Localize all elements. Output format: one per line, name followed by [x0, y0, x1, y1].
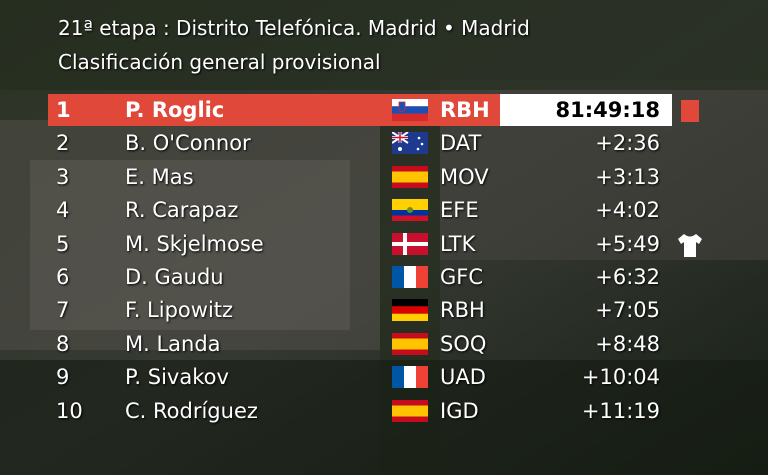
leader-marker [681, 100, 699, 122]
gap-time: +11:19 [581, 398, 660, 423]
team-code: RBH [440, 298, 485, 323]
team-code: GFC [440, 265, 484, 289]
gap-time: +2:36 [595, 131, 660, 156]
gap-time: 81:49:18 [555, 98, 660, 122]
classification-title: Clasificación general provisional [58, 50, 381, 74]
jersey-icon [678, 234, 702, 257]
gap-time: +7:05 [595, 298, 660, 323]
gap-time: +4:02 [595, 198, 660, 223]
rider-name: P. Roglic [125, 98, 225, 122]
gap-time: +6:32 [595, 265, 660, 289]
rank: 4 [56, 198, 70, 223]
gap-time: +5:49 [595, 231, 660, 256]
rank: 2 [56, 131, 70, 156]
rider-name: F. Lipowitz [125, 298, 234, 323]
leader-bar [48, 94, 500, 126]
rank: 10 [56, 398, 83, 423]
team-code: DAT [440, 131, 482, 156]
rider-name: C. Rodríguez [125, 398, 258, 423]
rider-name: P. Sivakov [125, 365, 229, 390]
team-code: RBH [440, 98, 490, 122]
country-flag [392, 266, 428, 288]
rank: 7 [56, 298, 70, 323]
gap-time: +8:48 [595, 331, 660, 356]
stage-title: 21ª etapa : Distrito Telefónica. Madrid … [58, 16, 530, 40]
country-flag [392, 366, 428, 389]
team-code: EFE [440, 198, 479, 223]
rank: 5 [56, 231, 70, 256]
team-code: UAD [440, 365, 486, 390]
rider-name: M. Landa [125, 331, 221, 356]
country-flag [392, 299, 428, 322]
team-code: MOV [440, 164, 489, 189]
rank: 3 [56, 164, 70, 189]
country-flag [392, 199, 428, 222]
team-code: LTK [440, 231, 476, 256]
leader-time-box [500, 94, 672, 126]
rank: 1 [56, 98, 71, 122]
country-flag [392, 165, 428, 188]
team-code: SOQ [440, 331, 487, 356]
rider-name: E. Mas [125, 164, 194, 189]
rider-name: M. Skjelmose [125, 231, 264, 256]
country-flag [392, 99, 428, 121]
rank: 9 [56, 365, 70, 390]
rank: 6 [56, 265, 70, 289]
gap-time: +3:13 [595, 164, 660, 189]
country-flag [392, 399, 428, 422]
rider-name: D. Gaudu [125, 265, 224, 289]
country-flag [392, 232, 428, 255]
team-code: IGD [440, 398, 479, 423]
rider-name: R. Carapaz [125, 198, 239, 223]
rank: 8 [56, 331, 70, 356]
rider-name: B. O'Connor [125, 131, 251, 156]
gap-time: +10:04 [581, 365, 660, 390]
country-flag [392, 332, 428, 355]
country-flag [392, 132, 428, 155]
